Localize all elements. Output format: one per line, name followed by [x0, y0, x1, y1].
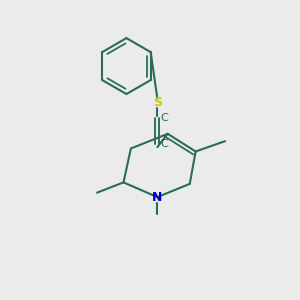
- Text: C: C: [160, 139, 168, 149]
- Text: N: N: [152, 190, 163, 204]
- Text: C: C: [160, 112, 168, 123]
- Text: S: S: [153, 96, 162, 110]
